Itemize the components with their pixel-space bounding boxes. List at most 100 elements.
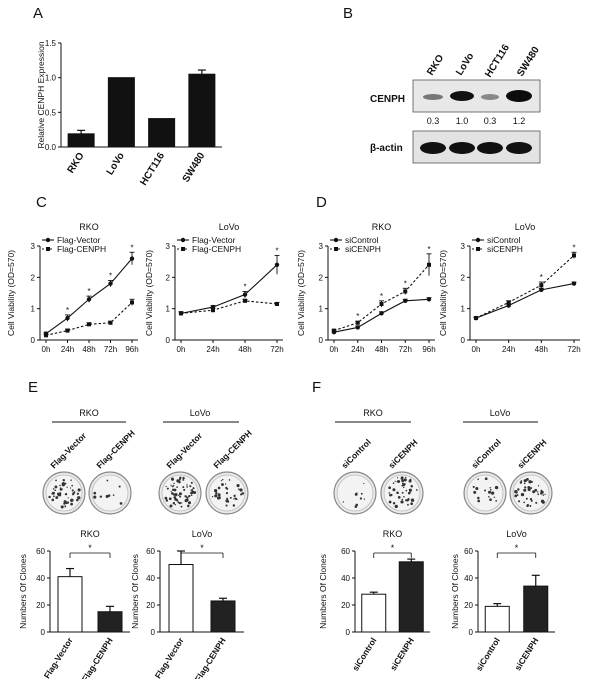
colony-dot xyxy=(530,499,533,502)
colony-dot xyxy=(514,494,518,498)
colony-dot xyxy=(170,477,175,481)
colony-dot xyxy=(412,499,415,502)
significance-star: * xyxy=(200,543,204,553)
blot-lane-label: RKO xyxy=(425,53,446,78)
colony-dot xyxy=(186,504,190,508)
colony-dot xyxy=(107,494,111,497)
colony-plates-f: RKO LoVo xyxy=(335,408,538,423)
x-category-label: LoVo xyxy=(105,151,127,177)
legend-marker xyxy=(180,237,186,243)
colony-dot xyxy=(189,485,192,488)
colony-dot xyxy=(217,493,221,497)
data-point xyxy=(211,308,215,313)
blot-band xyxy=(506,90,532,102)
colony-dot xyxy=(179,495,182,498)
colony-dot xyxy=(59,488,62,491)
y-tick-label: 0 xyxy=(151,628,156,637)
legend-marker xyxy=(476,247,480,251)
colony-dot xyxy=(403,496,405,498)
colony-dot xyxy=(76,492,79,495)
colony-dot xyxy=(70,479,72,481)
colony-dot xyxy=(407,498,410,501)
colony-dot xyxy=(388,492,391,494)
colony-dot xyxy=(165,485,167,488)
colony-dot xyxy=(388,486,391,490)
colony-dot xyxy=(190,481,193,484)
chart-title: RKO xyxy=(372,222,392,232)
colony-dot xyxy=(99,495,103,498)
colony-dot xyxy=(529,498,533,501)
colony-dot xyxy=(488,496,490,498)
legend-marker xyxy=(46,247,50,251)
data-point xyxy=(403,289,408,294)
colony-dot xyxy=(173,482,175,485)
plate-group-title: RKO xyxy=(79,408,99,418)
colony-dot xyxy=(516,494,519,496)
y-tick-label: 0 xyxy=(41,628,46,637)
colony-dot xyxy=(183,488,186,492)
y-tick-label: 1.0 xyxy=(45,74,57,83)
data-point xyxy=(332,328,336,333)
colony-dot xyxy=(394,480,396,483)
blot-band xyxy=(450,91,474,101)
colony-dot xyxy=(51,491,55,495)
data-point xyxy=(355,325,360,330)
colony-dot xyxy=(177,501,180,504)
blot-band xyxy=(477,142,503,154)
colony-dot xyxy=(55,496,59,499)
colony-dot xyxy=(536,491,539,493)
colony-dot xyxy=(520,480,523,482)
bar xyxy=(398,561,424,633)
significance-star: * xyxy=(243,282,246,291)
x-tick-label: 48h xyxy=(375,345,388,354)
colony-dot xyxy=(53,495,55,498)
colony-dot xyxy=(191,492,194,495)
x-tick-label: 0h xyxy=(42,345,51,354)
colony-dot xyxy=(521,492,524,495)
colony-dot xyxy=(63,500,67,504)
colony-dot xyxy=(477,496,480,500)
panel-label-d: D xyxy=(316,194,327,211)
colony-dot xyxy=(354,492,358,496)
colony-dot xyxy=(55,479,57,482)
x-category-label: siCENPH xyxy=(388,636,416,673)
colony-dot xyxy=(397,480,401,484)
data-point xyxy=(108,281,113,286)
panel-label-c: C xyxy=(36,194,47,211)
legend-label: Flag-Vector xyxy=(192,235,236,245)
blot-lane-label: HCT116 xyxy=(483,42,512,79)
colony-dot xyxy=(401,491,404,494)
colony-dot xyxy=(531,480,534,483)
colony-dot xyxy=(64,505,66,508)
colony-dot xyxy=(224,483,227,485)
blot-band xyxy=(449,142,475,154)
y-tick-label: 0 xyxy=(461,336,466,345)
data-point xyxy=(571,281,577,286)
colony-dot xyxy=(535,501,538,504)
legend-label: siControl xyxy=(487,235,521,245)
colony-dot xyxy=(542,494,545,496)
colony-dot xyxy=(359,497,363,500)
data-point xyxy=(65,315,70,321)
x-tick-label: 48h xyxy=(535,345,548,354)
chart-title: LoVo xyxy=(515,222,536,232)
colony-dot xyxy=(484,489,487,492)
significance-star: * xyxy=(427,245,430,254)
bar xyxy=(523,585,549,633)
y-tick-label: 1 xyxy=(319,305,324,314)
colony-dot xyxy=(484,477,488,481)
colony-dot xyxy=(225,491,229,495)
significance-star: * xyxy=(356,312,359,321)
chart-title: RKO xyxy=(80,529,100,539)
colony-dot xyxy=(169,504,173,508)
x-tick-label: 48h xyxy=(238,345,251,354)
blot-row-label-actin: β-actin xyxy=(370,143,403,154)
colony-dot xyxy=(537,485,540,487)
data-point xyxy=(506,303,511,308)
y-tick-label: 1.5 xyxy=(45,39,57,48)
data-point xyxy=(179,311,183,316)
bar xyxy=(484,605,510,633)
y-tick-label: 2 xyxy=(31,273,36,282)
panel-label-f: F xyxy=(312,379,321,396)
x-category-label: siCENPH xyxy=(512,636,540,673)
